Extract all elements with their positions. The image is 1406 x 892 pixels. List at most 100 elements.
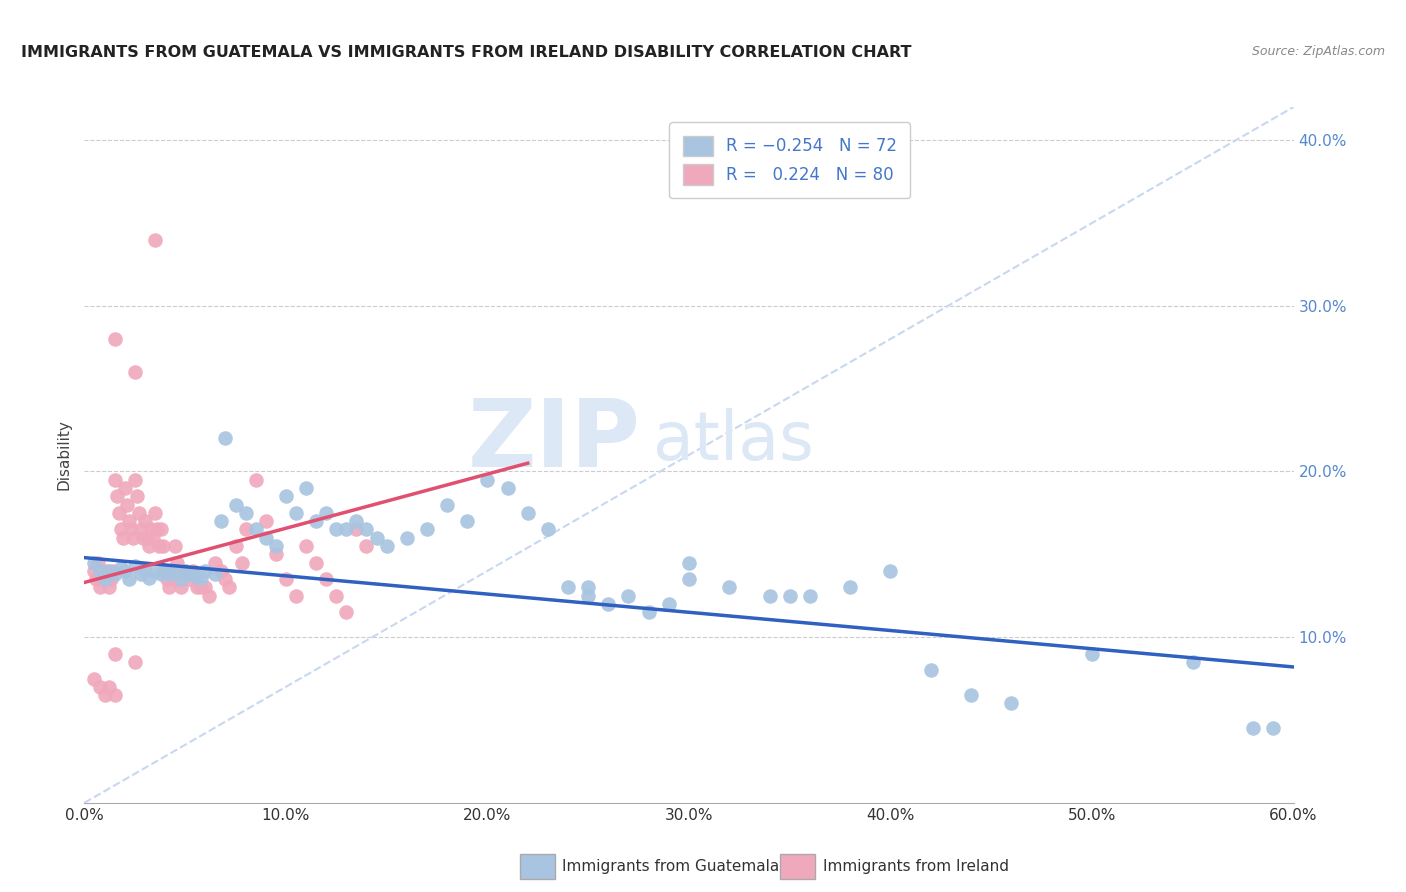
Point: [1241, 721, 1264, 735]
Point: [184, 569, 207, 583]
Point: [335, 605, 357, 619]
Point: [516, 506, 538, 520]
Point: [124, 473, 146, 487]
Text: IMMIGRANTS FROM GUATEMALA VS IMMIGRANTS FROM IRELAND DISABILITY CORRELATION CHAR: IMMIGRANTS FROM GUATEMALA VS IMMIGRANTS …: [21, 45, 911, 60]
Point: [89, 680, 111, 694]
Point: [245, 473, 267, 487]
Point: [305, 556, 328, 570]
Point: [198, 589, 221, 603]
Point: [143, 506, 166, 520]
Point: [960, 688, 983, 702]
Point: [285, 589, 308, 603]
Point: [456, 514, 478, 528]
Point: [209, 564, 232, 578]
Point: [115, 498, 138, 512]
Point: [104, 332, 127, 346]
Point: [104, 567, 127, 582]
Point: [496, 481, 519, 495]
Point: [315, 572, 337, 586]
Point: [416, 523, 439, 537]
Point: [285, 506, 308, 520]
Point: [146, 523, 169, 537]
Point: [148, 539, 170, 553]
Point: [124, 365, 146, 379]
Text: ZIP: ZIP: [468, 395, 641, 487]
Point: [235, 506, 257, 520]
Point: [101, 564, 124, 578]
Point: [156, 572, 179, 586]
Point: [678, 556, 700, 570]
Point: [194, 581, 217, 595]
Point: [167, 572, 190, 586]
Point: [120, 523, 142, 537]
Point: [557, 581, 579, 595]
Point: [658, 597, 681, 611]
Point: [104, 647, 127, 661]
Point: [118, 572, 141, 586]
Point: [179, 567, 201, 582]
Point: [143, 564, 166, 578]
Point: [214, 572, 236, 586]
Point: [325, 589, 347, 603]
Point: [135, 531, 157, 545]
Point: [537, 523, 560, 537]
Point: [97, 564, 120, 578]
Point: [839, 581, 862, 595]
Point: [107, 506, 129, 520]
Point: [83, 556, 105, 570]
Point: [366, 531, 388, 545]
Point: [149, 567, 172, 582]
Text: Immigrants from Ireland: Immigrants from Ireland: [823, 859, 1008, 873]
Legend: R = −0.254   N = 72, R =   0.224   N = 80: R = −0.254 N = 72, R = 0.224 N = 80: [669, 122, 910, 198]
Point: [138, 539, 160, 553]
Point: [204, 556, 226, 570]
Point: [121, 531, 143, 545]
Point: [254, 531, 277, 545]
Point: [218, 581, 240, 595]
Point: [138, 570, 160, 584]
Point: [186, 581, 208, 595]
Point: [637, 605, 659, 619]
Point: [245, 523, 267, 537]
Point: [576, 581, 599, 595]
Point: [89, 581, 111, 595]
Point: [1081, 647, 1104, 661]
Point: [170, 581, 193, 595]
Point: [209, 514, 232, 528]
Point: [83, 672, 105, 686]
Point: [225, 539, 247, 553]
Point: [165, 539, 187, 553]
Point: [375, 539, 398, 553]
Point: [118, 514, 141, 528]
Point: [174, 564, 197, 578]
Y-axis label: Disability: Disability: [56, 419, 72, 491]
Point: [335, 523, 357, 537]
Point: [153, 564, 176, 578]
Point: [264, 539, 287, 553]
Point: [204, 567, 226, 582]
Point: [779, 589, 801, 603]
Point: [93, 688, 115, 702]
Text: atlas: atlas: [652, 408, 814, 474]
Point: [190, 581, 212, 595]
Point: [166, 556, 188, 570]
Point: [264, 547, 287, 561]
Point: [97, 680, 120, 694]
Point: [124, 655, 146, 669]
Point: [105, 489, 128, 503]
Point: [128, 506, 150, 520]
Point: [295, 539, 318, 553]
Point: [114, 481, 136, 495]
Point: [356, 539, 378, 553]
Point: [190, 570, 212, 584]
Point: [143, 233, 166, 247]
Point: [152, 539, 174, 553]
Point: [132, 531, 155, 545]
Point: [181, 564, 204, 578]
Point: [598, 597, 620, 611]
Point: [315, 506, 337, 520]
Point: [129, 567, 152, 582]
Point: [235, 523, 257, 537]
Point: [1181, 655, 1204, 669]
Point: [346, 514, 368, 528]
